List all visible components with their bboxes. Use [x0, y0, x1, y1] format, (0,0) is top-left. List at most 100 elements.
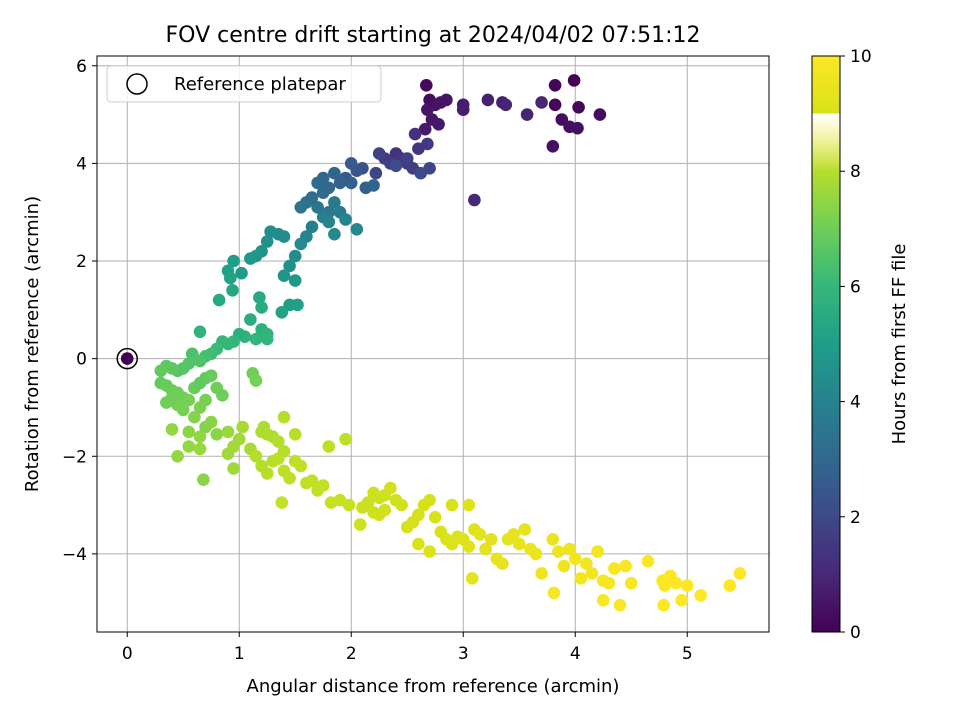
scatter-point: [311, 176, 324, 190]
scatter-point: [465, 572, 479, 585]
scatter-point: [520, 108, 534, 121]
scatter-point: [484, 533, 498, 546]
scatter-point: [272, 435, 285, 448]
colorbar-tick-label: 2: [850, 508, 861, 528]
colorbar-label: Hours from first FF file: [889, 244, 910, 445]
scatter-point: [591, 545, 604, 558]
scatter-point: [567, 74, 581, 87]
scatter-point: [244, 252, 257, 265]
scatter-point: [120, 352, 134, 365]
scatter-point: [445, 498, 459, 512]
scatter-point: [176, 403, 190, 417]
scatter-point: [260, 332, 274, 346]
scatter-point: [344, 157, 358, 170]
y-axis-ticks: −4 −2 0 2 4 6: [62, 57, 97, 565]
scatter-point: [657, 598, 670, 612]
scatter-point: [171, 450, 184, 463]
scatter-point: [479, 542, 492, 556]
scatter-point: [182, 440, 196, 453]
scatter-point: [216, 389, 229, 402]
scatter-point: [408, 127, 422, 141]
scatter-point: [291, 298, 304, 312]
y-tick-label: 2: [76, 252, 87, 272]
scatter-point: [535, 96, 548, 109]
scatter-point: [221, 447, 235, 461]
scatter-point: [546, 533, 560, 546]
scatter-point: [328, 166, 341, 180]
scatter-point: [669, 576, 683, 590]
scatter-point: [613, 598, 627, 612]
x-axis-label: Angular distance from reference (arcmin): [247, 676, 620, 697]
scatter-point: [412, 508, 425, 522]
data-points: [116, 74, 747, 612]
scatter-point: [675, 594, 688, 607]
legend: Reference platepar: [106, 65, 382, 103]
scatter-point: [193, 430, 207, 444]
scatter-point: [423, 493, 436, 507]
scatter-point: [548, 98, 562, 112]
scatter-point: [350, 223, 364, 236]
scatter-point: [249, 332, 263, 346]
scatter-point: [224, 271, 237, 285]
scatter-point: [593, 108, 607, 121]
scatter-point: [546, 140, 560, 153]
y-tick-label: 6: [76, 57, 87, 77]
legend-marker-icon: [126, 73, 148, 95]
scatter-point: [557, 559, 571, 573]
y-axis-label: Rotation from reference (arcmin): [22, 196, 43, 492]
scatter-point: [512, 537, 526, 551]
scatter-point: [342, 498, 356, 512]
scatter-point: [249, 450, 263, 463]
colorbar-ticks: 0 2 4 6 8 10: [840, 47, 872, 643]
scatter-point: [571, 121, 584, 135]
scatter-point: [255, 301, 268, 314]
scatter-point: [585, 567, 599, 580]
scatter-point: [421, 137, 434, 151]
scatter-point: [204, 415, 218, 429]
scatter-point: [272, 452, 285, 466]
scatter-point: [235, 266, 248, 280]
scatter-point: [641, 554, 655, 568]
scatter-point: [361, 496, 375, 509]
scatter-point: [353, 518, 367, 531]
scatter-point: [462, 498, 476, 512]
scatter-point: [193, 401, 207, 414]
scatter-point: [552, 545, 565, 558]
scatter-point: [253, 291, 266, 304]
scatter-point: [440, 93, 453, 107]
x-tick-label: 3: [458, 644, 469, 664]
scatter-point: [210, 428, 224, 441]
scatter-point: [423, 545, 436, 558]
scatter-point: [288, 428, 302, 441]
scatter-point: [680, 579, 694, 592]
scatter-point: [481, 93, 495, 107]
scatter-point: [193, 442, 207, 456]
scatter-point: [277, 410, 291, 424]
scatter-point: [468, 193, 481, 207]
colorbar-tick-label: 10: [850, 47, 872, 67]
scatter-point: [658, 579, 672, 592]
scatter-point: [193, 325, 207, 339]
colorbar-tick-label: 6: [850, 277, 861, 297]
scatter-point: [428, 511, 442, 524]
scatter-point: [389, 159, 403, 173]
x-tick-label: 1: [234, 644, 245, 664]
scatter-point: [723, 579, 737, 592]
scatter-point: [624, 576, 638, 590]
scatter-point: [507, 528, 520, 541]
colorbar-tick-label: 0: [850, 623, 861, 643]
colorbar-gradient: [811, 55, 841, 633]
scatter-point: [400, 152, 414, 165]
legend-box: [106, 65, 382, 103]
scatter-point: [193, 354, 207, 368]
scatter-point: [563, 542, 576, 556]
x-tick-label: 2: [346, 644, 357, 664]
scatter-point: [535, 567, 548, 580]
scatter-point: [518, 523, 532, 536]
y-tick-label: 0: [76, 350, 87, 370]
scatter-point: [733, 567, 747, 580]
scatter-point: [529, 547, 543, 561]
scatter-point: [305, 220, 319, 234]
scatter-point: [182, 393, 196, 407]
scatter-point: [305, 474, 319, 488]
